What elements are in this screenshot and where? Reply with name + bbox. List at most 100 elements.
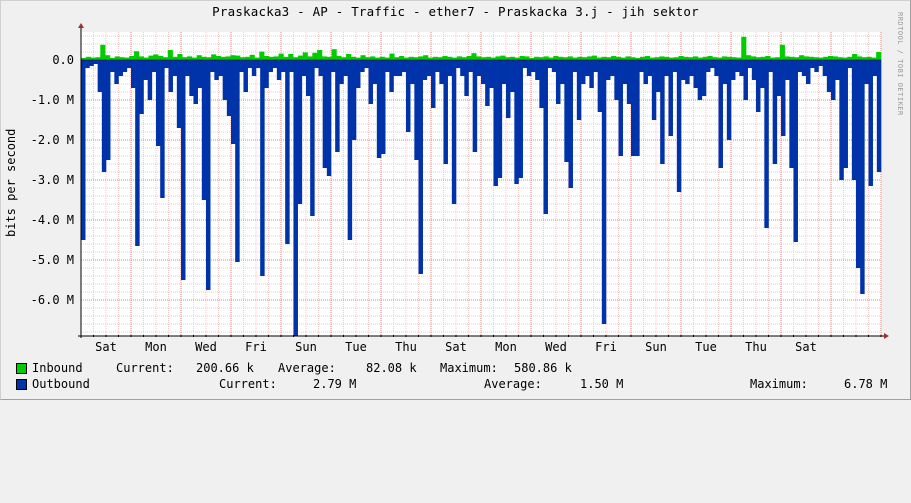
inbound-bar xyxy=(437,57,443,60)
inbound-bar xyxy=(861,57,867,60)
outbound-bar xyxy=(456,60,461,68)
inbound-bar xyxy=(509,56,516,60)
inbound-bar xyxy=(442,56,448,60)
outbound-bar xyxy=(651,60,657,120)
x-tick-label: Fri xyxy=(245,340,267,354)
outbound-bar xyxy=(660,60,665,164)
inbound-bar xyxy=(606,57,612,60)
outbound-bar xyxy=(706,60,711,72)
outbound-average-label: Average: xyxy=(484,377,542,391)
outbound-bar xyxy=(406,60,411,132)
traffic-chart: 0.0-1.0 M-2.0 M-3.0 M-4.0 M-5.0 M-6.0 M … xyxy=(31,23,889,354)
outbound-bar xyxy=(93,60,98,64)
inbound-bar xyxy=(514,57,520,60)
outbound-bar xyxy=(247,60,253,68)
outbound-bar xyxy=(572,60,578,72)
outbound-bar xyxy=(114,60,119,84)
outbound-bar xyxy=(801,60,807,76)
inbound-bar xyxy=(693,56,699,60)
outbound-bar xyxy=(822,60,828,76)
inbound-bar xyxy=(158,56,164,60)
inbound-bar xyxy=(273,56,279,60)
outbound-bar xyxy=(818,60,823,66)
inbound-bar xyxy=(572,57,578,60)
inbound-bar xyxy=(649,57,655,60)
inbound-bar xyxy=(519,56,525,60)
inbound-maximum-label: Maximum: xyxy=(440,361,498,375)
inbound-bar xyxy=(225,56,231,60)
inbound-bar xyxy=(408,56,414,60)
outbound-bar xyxy=(868,60,873,186)
outbound-bar xyxy=(522,60,528,68)
legend-outbound: Outbound Current: 2.79 M Average: 1.50 M… xyxy=(16,377,887,391)
inbound-bar xyxy=(673,57,679,60)
inbound-bar xyxy=(750,56,756,60)
inbound-bar xyxy=(827,56,834,60)
inbound-bar xyxy=(413,57,419,60)
outbound-bar xyxy=(222,60,228,100)
inbound-current-label: Current: xyxy=(116,361,174,375)
inbound-bar xyxy=(240,57,246,60)
inbound-bar xyxy=(683,56,689,60)
inbound-bar xyxy=(789,56,795,60)
inbound-bar xyxy=(837,57,843,60)
inbound-bar xyxy=(235,55,241,60)
outbound-bar xyxy=(156,60,161,146)
outbound-bar xyxy=(214,60,219,80)
outbound-bar xyxy=(410,60,415,84)
inbound-bar xyxy=(394,57,400,60)
outbound-bar xyxy=(189,60,194,96)
outbound-bar xyxy=(251,60,257,76)
outbound-bar xyxy=(289,60,294,72)
outbound-bar xyxy=(443,60,448,164)
inbound-bar xyxy=(187,56,193,60)
inbound-bar xyxy=(365,57,371,60)
outbound-bar xyxy=(676,60,682,192)
inbound-bar xyxy=(654,57,660,60)
outbound-bar xyxy=(485,60,490,106)
outbound-bar xyxy=(685,60,690,84)
x-tick-label: Tue xyxy=(695,340,717,354)
outbound-bar xyxy=(814,60,819,72)
outbound-bar xyxy=(506,60,511,118)
outbound-bar xyxy=(689,60,694,76)
inbound-maximum-value: 580.86 k xyxy=(514,361,572,375)
inbound-bar xyxy=(712,57,718,60)
outbound-bar xyxy=(314,60,319,68)
outbound-bar xyxy=(618,60,623,156)
legend-inbound: Inbound Current: 200.66 k Average: 82.08… xyxy=(16,361,572,375)
inbound-bar xyxy=(774,57,781,60)
outbound-bar xyxy=(293,60,298,336)
outbound-bar xyxy=(364,60,369,68)
outbound-bar xyxy=(631,60,636,156)
inbound-bar xyxy=(736,57,742,60)
outbound-bar xyxy=(847,60,853,68)
outbound-bar xyxy=(281,60,286,72)
outbound-bar xyxy=(85,60,90,68)
inbound-bar xyxy=(664,56,670,60)
outbound-average-value: 1.50 M xyxy=(580,377,624,391)
inbound-bar xyxy=(495,56,501,60)
outbound-bar xyxy=(331,60,336,72)
outbound-bar xyxy=(481,60,486,84)
outbound-bar xyxy=(389,60,394,92)
inbound-bar xyxy=(832,56,838,60)
inbound-bar xyxy=(471,53,477,60)
inbound-bar xyxy=(476,56,482,60)
inbound-bar xyxy=(403,57,410,60)
inbound-bar xyxy=(553,56,559,60)
inbound-bar xyxy=(630,57,636,60)
outbound-bar xyxy=(243,60,248,92)
inbound-bar xyxy=(177,54,183,60)
y-tick-labels: 0.0 -1.0 M -2.0 M -3.0 M -4.0 M -5.0 M -6.0 M xyxy=(31,53,74,307)
inbound-bar xyxy=(114,56,120,60)
inbound-bar xyxy=(321,56,328,60)
outbound-bar xyxy=(626,60,632,104)
outbound-bar xyxy=(143,60,148,80)
inbound-bar xyxy=(85,56,91,60)
inbound-bar xyxy=(374,57,381,60)
outbound-bar xyxy=(560,60,565,84)
outbound-bar xyxy=(743,60,748,100)
inbound-bar xyxy=(259,51,265,60)
outbound-bar xyxy=(726,60,732,140)
